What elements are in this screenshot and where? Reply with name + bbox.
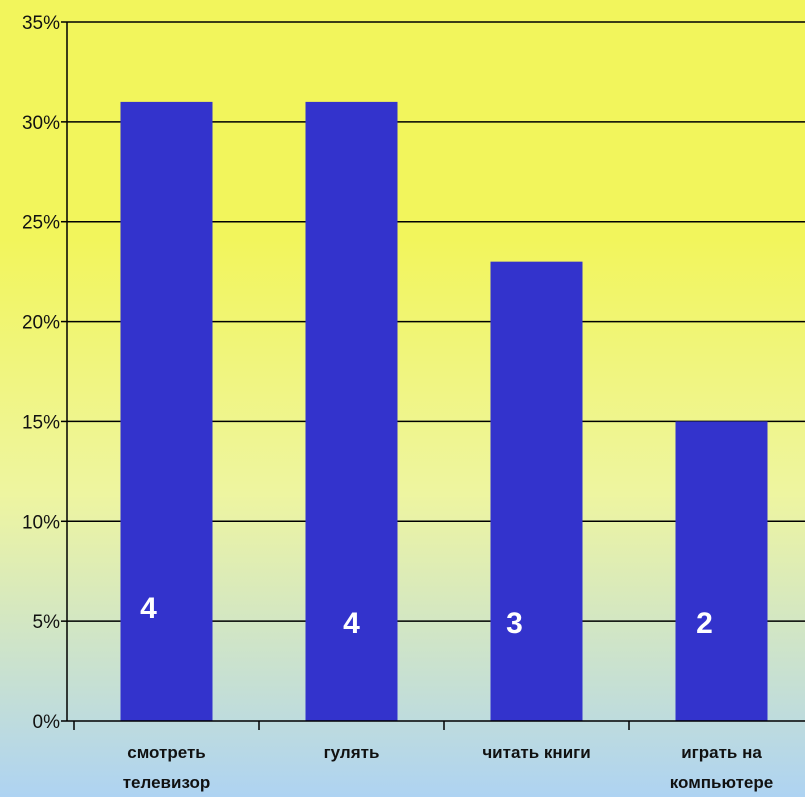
bar bbox=[490, 261, 583, 721]
x-category-label: читать книги bbox=[482, 743, 590, 762]
data-label: 4 bbox=[343, 607, 360, 640]
y-tick-label: 30% bbox=[22, 113, 60, 134]
y-tick-label: 35% bbox=[22, 13, 60, 34]
bar bbox=[305, 101, 398, 721]
y-tick-label: 10% bbox=[22, 512, 60, 533]
data-label: 4 bbox=[140, 592, 157, 625]
data-label: 3 bbox=[506, 607, 523, 640]
y-tick-label: 25% bbox=[22, 213, 60, 234]
labels: 0% 5% 10% 15% 20% 25% 30% 35% 4 смотреть телевизор… bbox=[22, 13, 773, 792]
x-category-label: телевизор bbox=[123, 773, 211, 792]
x-category-label: гулять bbox=[324, 743, 380, 762]
bars bbox=[120, 101, 768, 721]
y-tick-label: 20% bbox=[22, 313, 60, 334]
y-tick-label: 5% bbox=[33, 612, 61, 633]
bar bbox=[120, 101, 213, 721]
x-category-label: играть на bbox=[681, 743, 762, 762]
x-category-label: смотреть bbox=[127, 743, 205, 762]
y-tick-label: 15% bbox=[22, 412, 60, 433]
bar bbox=[675, 421, 768, 721]
y-tick-label: 0% bbox=[33, 712, 61, 733]
axes bbox=[61, 21, 805, 730]
x-category-label: компьютере bbox=[670, 773, 773, 792]
data-label: 2 bbox=[696, 607, 713, 640]
